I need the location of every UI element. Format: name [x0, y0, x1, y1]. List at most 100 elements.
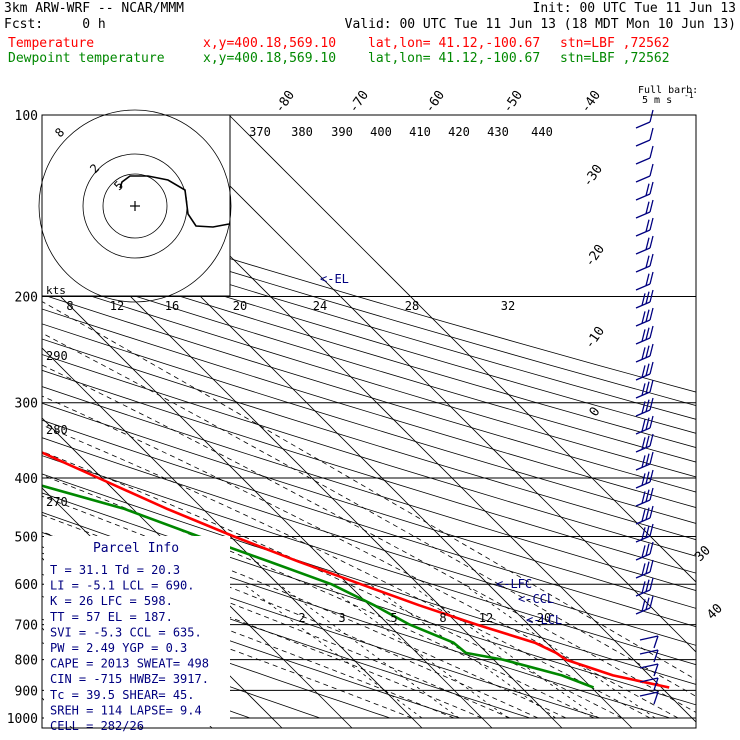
parcel-info-row: PW = 2.49 YGP = 0.3: [50, 641, 187, 655]
knot-tick-label: 16: [165, 299, 179, 313]
theta-e-tick-label: 270: [46, 495, 68, 509]
theta-e-tick-label: 290: [46, 349, 68, 363]
knot-tick-label: 32: [501, 299, 515, 313]
wind-barb: [635, 415, 654, 435]
wind-barb: [635, 451, 654, 471]
barb-legend-title: Full barb:: [638, 85, 698, 96]
parcel-info-row: CELL = 282/26: [50, 719, 144, 733]
model-title: 3km ARW-WRF -- NCAR/MMM: [4, 1, 185, 16]
moist-adiabat: [42, 474, 595, 719]
dry-adiabat: [42, 323, 696, 524]
isotherm: [0, 115, 2, 728]
dry-adiabat: [42, 419, 696, 628]
mixing-ratio-label: 2: [298, 611, 305, 625]
mixing-ratio-label: 20: [537, 611, 551, 625]
dry-adiabat: [42, 338, 696, 541]
wind-barb: [635, 595, 654, 615]
mixing-ratio-label: 8: [439, 611, 446, 625]
level-marker-lfc: <-LFC: [496, 577, 532, 591]
parcel-info-row: CIN = -715 HWBZ= 3917.: [50, 672, 209, 686]
dry-adiabat: [42, 252, 696, 448]
pressure-tick-label: 900: [15, 684, 38, 699]
dry-adiabat: [42, 402, 696, 609]
wind-barb: [635, 181, 654, 201]
parcel-info-row: TT = 57 EL = 187.: [50, 610, 173, 624]
temperature-legend-xy: x,y=400.18,569.10: [203, 36, 337, 51]
wind-barb: [635, 361, 654, 381]
theta-tick-label: 440: [531, 125, 553, 139]
theta-tick-label: 400: [370, 125, 392, 139]
wind-barb: [635, 253, 654, 273]
theta-tick-label: 370: [249, 125, 271, 139]
wind-barb: [635, 505, 654, 525]
moist-adiabat: [42, 424, 651, 719]
forecast-hour: Fcst: 0 h: [4, 17, 106, 32]
dry-adiabat: [42, 265, 696, 463]
temperature-tick-label: -20: [582, 242, 608, 270]
knot-tick-label: 28: [405, 299, 419, 313]
wind-barb: [635, 145, 654, 165]
wind-barb: [635, 199, 654, 219]
parcel-info-row: SVI = -5.3 CCL = 635.: [50, 625, 202, 639]
dewpoint-legend-station: stn=LBF ,72562: [560, 51, 670, 66]
dry-adiabat: [42, 595, 391, 719]
wind-barb: [635, 487, 654, 507]
parcel-info-row: SREH = 114 LAPSE= 9.4: [50, 703, 202, 717]
wind-barb: [635, 433, 654, 453]
lower-right-label: 30: [692, 543, 714, 565]
hodograph-ring: [102, 173, 168, 239]
isotherm: [42, 277, 493, 728]
level-marker-lcl: <-LCL: [526, 613, 562, 627]
dewpoint-profile: [42, 484, 595, 689]
knot-tick-label: 8: [66, 299, 73, 313]
wind-barb: [635, 271, 654, 291]
theta-tick-label: 410: [409, 125, 431, 139]
wind-barb: [639, 691, 659, 705]
temperature-tick-label: -30: [580, 162, 606, 190]
pressure-tick-label: 400: [15, 472, 38, 487]
dry-adiabat: [42, 455, 696, 666]
temperature-legend-name: Temperature: [8, 36, 95, 51]
wind-barb: [639, 663, 659, 677]
wind-barb: [635, 163, 654, 183]
temperature-tick-label: -50: [500, 88, 526, 116]
valid-time: Valid: 00 UTC Tue 11 Jun 13 (18 MDT Mon …: [344, 17, 736, 32]
theta-tick-label: 430: [487, 125, 509, 139]
wind-barb: [639, 635, 659, 649]
level-marker-el: <-EL: [320, 272, 349, 286]
pressure-tick-label: 600: [15, 578, 38, 593]
parcel-info-row: Tc = 39.5 SHEAR= 45.: [50, 688, 195, 702]
barb-legend-unit: -1: [684, 91, 694, 100]
temperature-tick-label: -60: [422, 88, 448, 116]
temperature-profile: [42, 451, 670, 689]
wind-barb: [635, 343, 654, 363]
isotherm: [228, 115, 696, 583]
wind-barb: [635, 559, 654, 579]
wind-barb: [635, 127, 654, 147]
wind-barb: [635, 109, 654, 129]
temperature-legend-station: stn=LBF ,72562: [560, 36, 670, 51]
dry-adiabat: [42, 294, 696, 493]
wind-barb: [635, 307, 654, 327]
moist-adiabat: [42, 332, 696, 697]
theta-tick-label: 420: [448, 125, 470, 139]
isotherm: [42, 347, 423, 728]
mixing-ratio-line: [278, 583, 460, 719]
init-time: Init: 00 UTC Tue 11 Jun 13: [532, 1, 737, 16]
theta-tick-label: 380: [291, 125, 313, 139]
knot-tick-label: 12: [110, 299, 124, 313]
wind-barb: [635, 523, 654, 543]
isotherm: [158, 115, 696, 653]
wind-barb: [635, 217, 654, 237]
dry-adiabat: [42, 354, 696, 557]
moist-adiabat: [42, 395, 679, 719]
dry-adiabat: [42, 369, 696, 574]
pressure-tick-label: 300: [15, 397, 38, 412]
theta-tick-label: 390: [331, 125, 353, 139]
wind-barb: [639, 677, 659, 691]
wind-barb: [635, 289, 654, 309]
hodograph-kts-label: kts: [46, 284, 66, 297]
dry-adiabat: [42, 386, 696, 591]
parcel-info-row: T = 31.1 Td = 20.3: [50, 563, 180, 577]
knot-tick-label: 20: [233, 299, 247, 313]
